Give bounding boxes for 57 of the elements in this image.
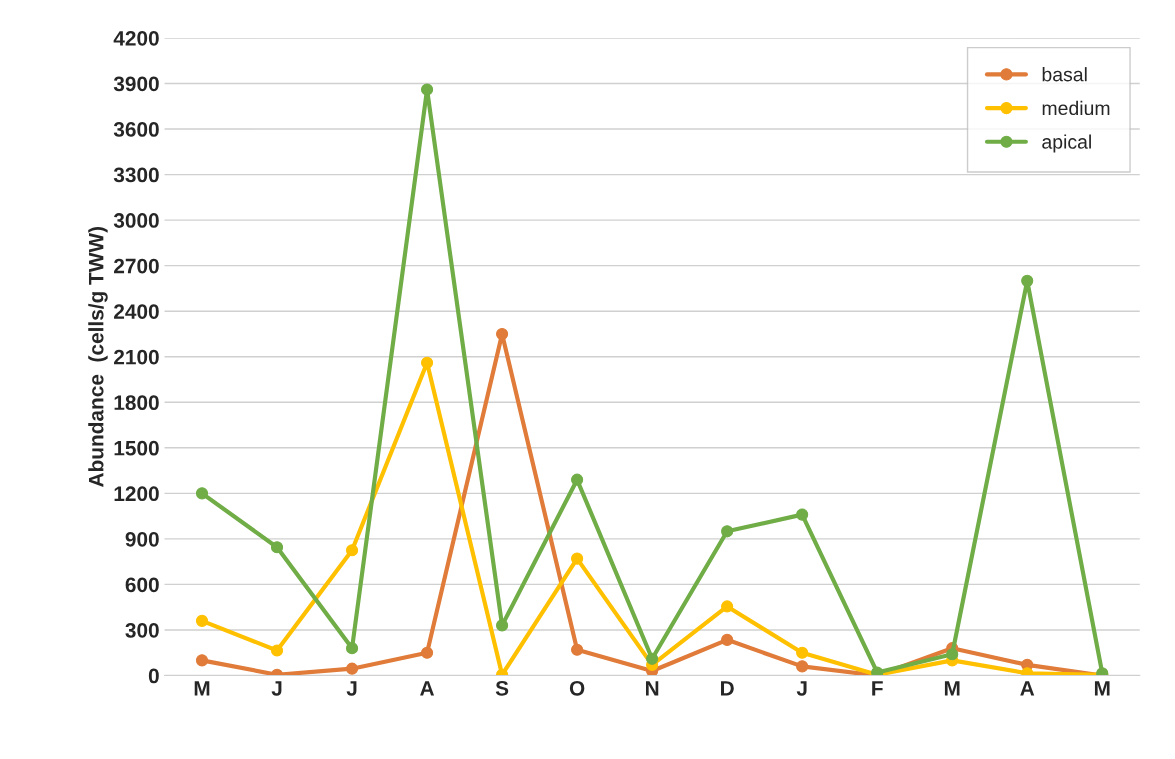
x-tick-label: J — [271, 681, 282, 696]
y-tick-label: 1800 — [114, 395, 159, 411]
x-tick-label: O — [569, 680, 585, 696]
point — [420, 646, 434, 659]
y-tick-label: 300 — [125, 622, 159, 638]
y-tick-label: 900 — [125, 531, 159, 547]
y-tick-label: 600 — [125, 577, 159, 593]
y-tick-label: 2700 — [114, 258, 159, 274]
point — [195, 487, 209, 500]
point — [796, 660, 809, 673]
point — [721, 633, 734, 646]
legend-label: medium — [1042, 100, 1110, 116]
point — [345, 662, 359, 675]
x-tick-label: M — [194, 681, 210, 696]
x-tick-label: N — [646, 681, 659, 696]
point — [721, 525, 734, 538]
point — [796, 508, 809, 521]
point — [195, 654, 209, 667]
y-tick-label: 2100 — [114, 349, 159, 365]
point — [571, 473, 584, 486]
y-tick-label: 2400 — [114, 304, 159, 319]
y-axis-title: Abundance (cells/g TWW) — [88, 226, 108, 487]
x-tick-label: J — [796, 681, 807, 696]
point — [796, 646, 809, 659]
y-tick-label: 4200 — [113, 30, 159, 46]
point — [721, 600, 734, 613]
y-tick-label: 1200 — [114, 486, 159, 502]
point — [496, 327, 509, 341]
point — [946, 648, 959, 661]
legend-label: basal — [1042, 67, 1087, 82]
point — [571, 643, 584, 656]
point — [571, 552, 584, 565]
x-tick-label: S — [495, 680, 509, 696]
x-tick-label: M — [1094, 681, 1110, 696]
y-tick-label: 3000 — [113, 213, 159, 228]
x-tick-label: D — [721, 681, 734, 696]
point — [496, 619, 509, 632]
point — [420, 356, 434, 369]
x-tick-label: A — [420, 681, 435, 696]
x-tick-label: A — [1020, 681, 1035, 696]
point — [1021, 274, 1034, 287]
point — [646, 652, 659, 665]
y-tick-label: 1500 — [114, 440, 159, 456]
point — [195, 614, 209, 627]
point — [270, 541, 284, 554]
point — [420, 83, 434, 96]
point — [270, 644, 284, 657]
y-tick-label: 0 — [148, 668, 159, 684]
legend-label: apical — [1042, 134, 1091, 153]
point — [345, 544, 359, 557]
x-tick-label: M — [944, 681, 960, 696]
point — [345, 642, 359, 655]
y-tick-label: 3300 — [113, 167, 159, 183]
y-tick-label: 3900 — [113, 76, 159, 92]
x-tick-label: J — [346, 681, 357, 696]
y-tick-label: 3600 — [113, 122, 159, 137]
x-tick-label: F — [872, 681, 883, 696]
